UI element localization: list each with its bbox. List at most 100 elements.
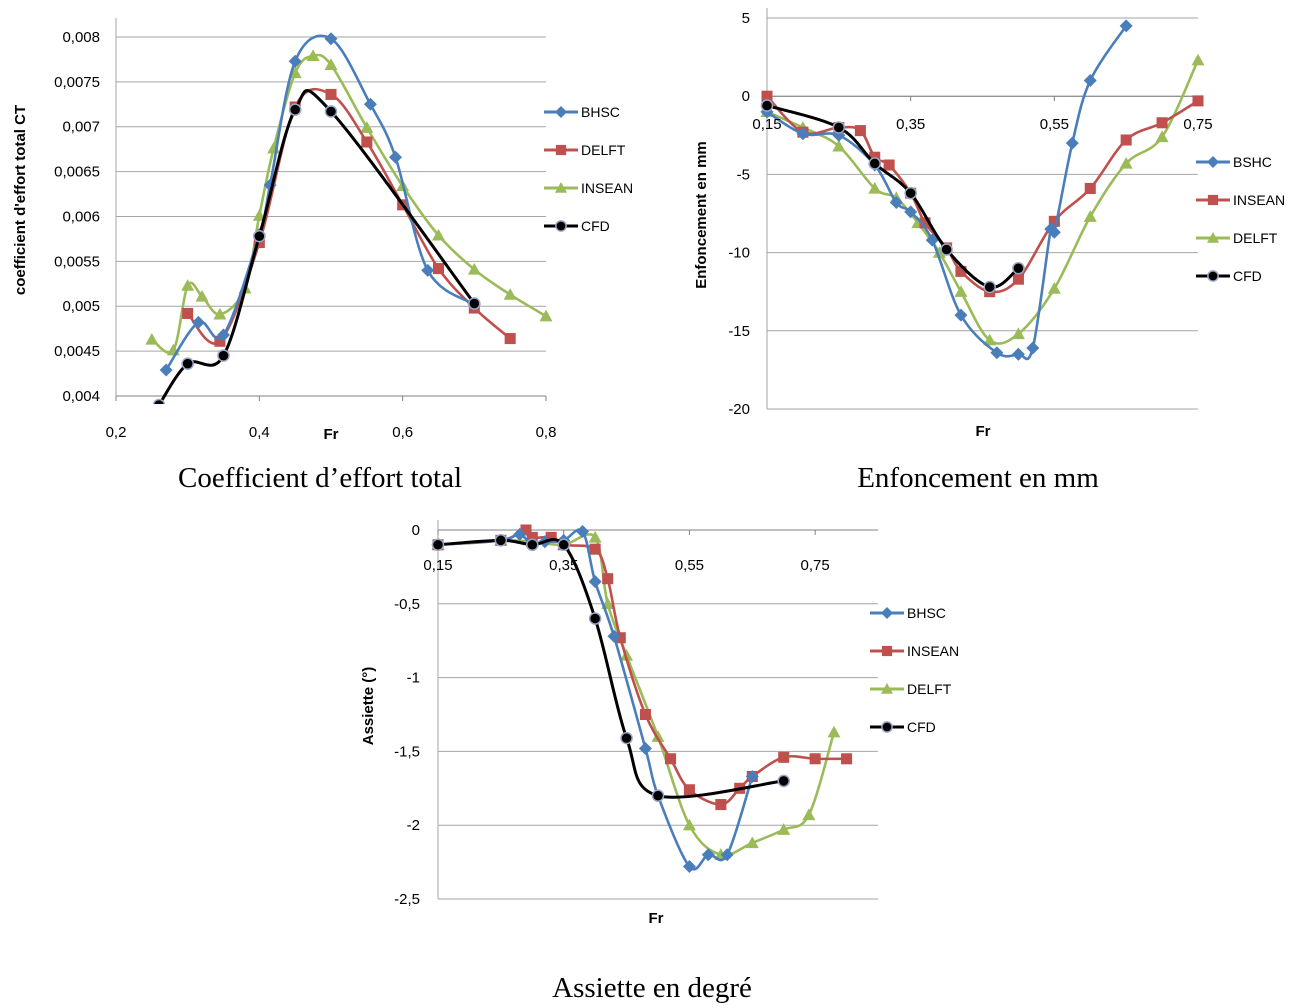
data-point (288, 103, 302, 116)
legend-label: BHSC (581, 104, 620, 120)
data-point (253, 229, 266, 243)
data-point (1012, 261, 1025, 275)
data-point (421, 263, 435, 277)
y-tick-label: -1,5 (394, 743, 420, 760)
data-point (360, 121, 374, 133)
legend-label: CFD (581, 218, 610, 234)
data-point (620, 648, 634, 661)
data-point (904, 205, 918, 219)
data-point (904, 186, 917, 200)
x-axis-title: Fr (649, 910, 664, 927)
data-point (526, 531, 538, 543)
data-point (832, 139, 846, 152)
legend-label: DELFT (581, 142, 626, 158)
series-delft (431, 530, 841, 860)
data-point (607, 629, 621, 643)
data-point (651, 789, 665, 802)
data-point (503, 288, 517, 300)
legend-label: INSEAN (1233, 192, 1285, 208)
data-point (152, 398, 166, 404)
series-bhsc (431, 524, 759, 874)
data-point (182, 307, 194, 319)
data-point (588, 612, 602, 625)
legend-item-cfd: CFD (1196, 268, 1262, 284)
series-line (150, 53, 548, 354)
legend-item-insean: INSEAN (870, 643, 959, 659)
data-point (576, 524, 590, 538)
legend-item-cfd: CFD (870, 719, 936, 735)
data-point (1011, 347, 1025, 361)
data-point (827, 725, 841, 738)
y-tick-label: 0,006 (62, 208, 100, 225)
data-point (526, 538, 539, 552)
data-point (614, 632, 626, 644)
data-point (588, 575, 602, 589)
y-tick-label: 5 (742, 10, 750, 27)
y-tick-label: 0,007 (62, 119, 100, 136)
y-tick-label: 0,0075 (54, 74, 100, 91)
data-point (389, 150, 402, 164)
data-point (651, 730, 665, 742)
legend-swatch-marker (881, 607, 893, 619)
series-cfd (152, 89, 481, 404)
legend-swatch-marker (881, 645, 893, 657)
data-point (467, 262, 481, 275)
series-line (765, 58, 1200, 345)
y-axis-title: Assiette (°) (360, 667, 377, 746)
data-point (494, 534, 508, 547)
data-point (745, 769, 759, 783)
data-point (432, 228, 445, 241)
data-point (841, 753, 853, 765)
data-point (431, 538, 445, 552)
y-tick-label: -2 (407, 817, 420, 834)
y-tick-label: 0 (742, 88, 750, 105)
data-point (932, 246, 946, 258)
data-point (213, 307, 227, 320)
x-tick-label: 0,55 (675, 557, 704, 574)
data-point (638, 741, 652, 755)
data-point (809, 753, 821, 765)
x-tick-label: 0,35 (896, 116, 925, 133)
data-point (1191, 53, 1204, 66)
legend-label: DELFT (1233, 230, 1278, 246)
series-bshc (760, 19, 1133, 361)
data-point (195, 289, 209, 302)
x-axis-title: Fr (976, 423, 991, 440)
data-point (701, 848, 715, 862)
data-point (682, 860, 696, 874)
data-point (1012, 273, 1024, 285)
series-line (164, 34, 476, 372)
y-axis-title: Enfoncement en mm (693, 141, 710, 289)
legend-label: INSEAN (907, 643, 959, 659)
x-tick-label: 0,15 (423, 557, 452, 574)
series-bhsc (159, 32, 481, 377)
data-point (363, 97, 377, 111)
data-point (720, 848, 734, 862)
data-point (325, 88, 337, 100)
data-point (954, 285, 968, 297)
legend: BHSC INSEAN DELFT CFD (870, 605, 959, 735)
data-point (1047, 225, 1061, 239)
series-cfd (431, 534, 790, 802)
data-point (682, 818, 696, 831)
data-point (504, 333, 516, 345)
x-tick-label: 0,15 (752, 116, 781, 133)
data-point (432, 263, 445, 275)
data-point (1119, 156, 1133, 169)
data-point (868, 181, 882, 194)
chart-caption: Assiette en degré (552, 972, 752, 1004)
x-tick-label: 0,35 (549, 557, 578, 574)
data-point (955, 265, 967, 277)
legend-label: BSHC (1233, 154, 1272, 170)
x-tick-label: 0,55 (1040, 116, 1069, 133)
data-point (1192, 95, 1204, 107)
data-point (832, 121, 846, 134)
x-tick-label: 0,2 (106, 424, 127, 441)
y-tick-label: 0,008 (62, 29, 100, 46)
data-point (683, 784, 695, 796)
data-point (1083, 210, 1097, 222)
data-point (1155, 130, 1169, 143)
data-point (940, 243, 953, 256)
legend-swatch-marker (1207, 156, 1219, 168)
